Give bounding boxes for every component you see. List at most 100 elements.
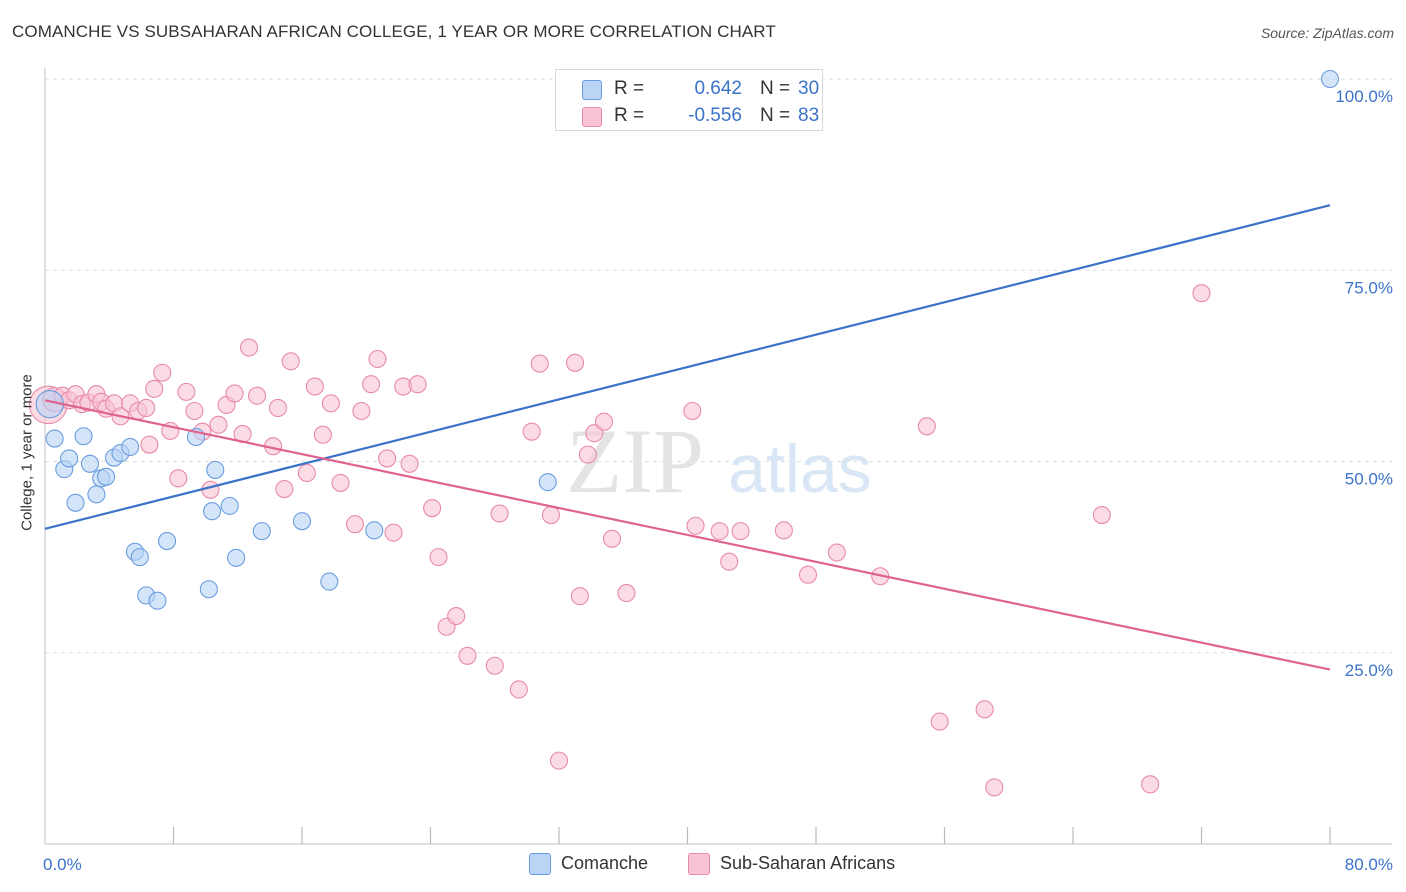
ssa-point <box>710 522 729 541</box>
comanche-point <box>45 429 64 448</box>
ssa-point <box>331 473 350 492</box>
ssa-point <box>985 778 1004 797</box>
ssa-point <box>400 454 419 473</box>
ssa-point <box>720 552 739 571</box>
y-tick-label: 100.0% <box>1335 87 1393 106</box>
ssa-point <box>429 548 448 567</box>
ssa-point <box>313 425 332 444</box>
comanche-point <box>227 548 246 567</box>
ssa-trend-line <box>44 399 1331 671</box>
comanche-point <box>1320 69 1340 89</box>
ssa-point <box>731 522 750 541</box>
ssa-point <box>930 712 949 731</box>
ssa-point <box>368 349 387 369</box>
ssa-point <box>185 401 204 421</box>
ssa-point <box>1092 505 1111 525</box>
ssa-point <box>281 352 300 371</box>
ssa-legend-label: Sub-Saharan Africans <box>720 853 896 873</box>
ssa-point <box>297 463 316 483</box>
ssa-point <box>209 415 228 434</box>
ssa-point <box>268 398 287 418</box>
ssa-point <box>275 479 294 499</box>
ssa-point <box>153 363 172 382</box>
y-tick-label: 50.0% <box>1345 470 1393 489</box>
x-tick-label-max: 80.0% <box>1345 855 1393 874</box>
ssa-point <box>247 386 267 405</box>
comanche-point <box>320 572 339 591</box>
ssa-point <box>137 398 156 418</box>
ssa-point <box>423 499 442 518</box>
ssa-point <box>177 382 196 401</box>
ssa-point <box>145 379 164 398</box>
x-tick-label-min: 0.0% <box>43 855 82 874</box>
ssa-point <box>975 700 994 719</box>
comanche-legend-label: Comanche <box>561 853 649 873</box>
ssa-point <box>447 606 466 626</box>
legend-n-value-ssa: 83 <box>798 105 820 126</box>
comanche-trend-line <box>44 204 1331 530</box>
ssa-point <box>594 412 614 431</box>
ssa-point <box>352 401 371 421</box>
ssa-swatch <box>582 107 602 127</box>
ssa-point <box>827 543 846 562</box>
ssa-point <box>686 516 705 535</box>
comanche-point <box>74 427 93 446</box>
ssa-point <box>169 469 188 488</box>
legend-r-value-ssa: -0.556 <box>688 105 742 126</box>
comanche-point <box>80 454 100 473</box>
y-tick-label: 75.0% <box>1345 278 1393 297</box>
ssa-point <box>578 445 597 464</box>
ssa-point <box>485 656 504 675</box>
comanche-point <box>292 512 312 531</box>
ssa-point <box>917 417 936 436</box>
legend-n-label: N = <box>760 105 791 126</box>
ssa-legend-swatch <box>688 853 710 875</box>
comanche-point <box>220 496 239 515</box>
watermark-atlas: atlas <box>728 431 872 507</box>
comanche-point <box>538 473 557 492</box>
ssa-point <box>798 565 818 584</box>
ssa-point <box>522 422 541 441</box>
ssa-point <box>458 646 477 665</box>
legend-n-label: N = <box>760 78 791 99</box>
ssa-point <box>1141 775 1160 794</box>
legend-n-value-comanche: 30 <box>798 78 820 99</box>
comanche-point <box>66 493 85 512</box>
watermark: ZIP atlas <box>566 410 872 512</box>
legend-r-value-comanche: 0.642 <box>694 78 742 99</box>
ssa-point <box>140 435 159 454</box>
source-label: Source: ZipAtlas.com <box>1260 25 1394 41</box>
comanche-point <box>148 591 167 610</box>
ssa-point <box>305 377 324 396</box>
legend-r-label: R = <box>614 78 645 99</box>
axes <box>44 68 1392 845</box>
ssa-point <box>541 505 561 525</box>
y-tick-label: 25.0% <box>1345 661 1393 680</box>
trend-lines <box>44 204 1331 671</box>
comanche-point <box>130 548 149 567</box>
ssa-point <box>549 751 569 770</box>
correlation-legend: R = 0.642 N = 30 R = -0.556 N = 83 <box>555 69 823 131</box>
ssa-point <box>384 523 403 542</box>
ssa-point <box>617 584 636 603</box>
comanche-point <box>60 449 79 468</box>
comanche-points <box>35 69 1340 610</box>
ssa-point <box>1192 284 1211 303</box>
ssa-point <box>362 375 381 394</box>
ssa-point <box>570 587 589 606</box>
ssa-point <box>566 353 585 372</box>
ssa-point <box>408 375 427 394</box>
chart-title: COMANCHE VS SUBSAHARAN AFRICAN COLLEGE, … <box>12 22 776 41</box>
comanche-point <box>252 522 271 541</box>
comanche-swatch <box>582 80 602 100</box>
ssa-point <box>201 480 220 499</box>
ssa-point <box>321 394 340 413</box>
comanche-point <box>158 532 177 551</box>
ssa-point <box>683 401 702 421</box>
comanche-point <box>365 521 384 540</box>
ssa-point <box>774 521 793 540</box>
y-axis-label: College, 1 year or more <box>18 374 36 531</box>
tick-labels: 25.0% 50.0% 75.0% 100.0% 0.0% 80.0% <box>43 87 1393 874</box>
ssa-point <box>345 515 365 534</box>
